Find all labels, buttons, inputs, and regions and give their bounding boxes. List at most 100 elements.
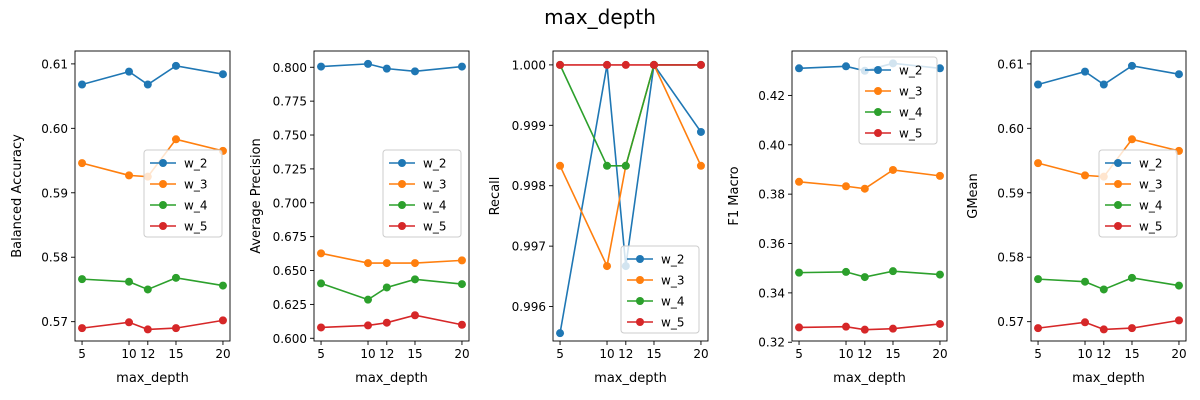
y-tick-label: 0.700 <box>273 196 307 210</box>
x-tick-label: 10 <box>1077 347 1092 361</box>
data-point-w_5 <box>125 318 134 327</box>
data-point-w_5 <box>382 318 391 327</box>
y-axis-label: Average Precision <box>249 138 264 254</box>
legend-marker-w_4 <box>1114 201 1122 209</box>
x-tick-label: 20 <box>215 347 230 361</box>
x-tick-label: 20 <box>454 347 469 361</box>
data-point-w_5 <box>556 60 565 69</box>
data-point-w_5 <box>888 324 897 333</box>
data-point-w_3 <box>382 259 391 268</box>
data-point-w_5 <box>1034 324 1043 333</box>
legend: w_2 w_3 w_4 w_5 <box>382 149 462 238</box>
data-point-w_5 <box>649 60 658 69</box>
subplot-3: 5 10 12 15 20 0.996 0.997 0.998 0.999 1.000 max_de… <box>488 50 709 386</box>
data-point-w_2 <box>1174 70 1183 79</box>
data-point-w_2 <box>556 329 565 338</box>
y-tick-label: 0.59 <box>41 186 68 200</box>
series-line-w_2 <box>321 63 463 73</box>
data-point-w_5 <box>317 323 326 332</box>
legend-label-w_2: w_2 <box>899 64 922 78</box>
data-point-w_2 <box>171 61 180 70</box>
x-tick-label: 5 <box>1034 347 1042 361</box>
x-tick-label: 12 <box>857 347 872 361</box>
series-line-w_4 <box>82 277 224 291</box>
legend-marker-w_2 <box>398 159 406 167</box>
legend-box <box>620 245 700 334</box>
data-point-w_4 <box>795 268 804 277</box>
data-point-w_5 <box>364 321 373 330</box>
y-axis-label: F1 Macro <box>727 166 742 225</box>
data-point-w_5 <box>696 60 705 69</box>
legend-marker-w_5 <box>398 222 406 230</box>
legend-marker-w_4 <box>636 297 644 305</box>
plot-frame <box>74 50 231 342</box>
y-tick-label: 0.40 <box>758 138 785 152</box>
data-point-w_3 <box>860 184 869 193</box>
data-point-w_2 <box>935 64 944 73</box>
y-tick-label: 0.675 <box>273 230 307 244</box>
data-point-w_2 <box>410 67 419 76</box>
x-tick-label: 12 <box>379 347 394 361</box>
data-point-w_5 <box>1081 318 1090 327</box>
y-tick-label: 0.42 <box>758 89 785 103</box>
data-point-w_3 <box>795 177 804 186</box>
data-point-w_4 <box>125 277 134 286</box>
data-point-w_4 <box>364 295 373 304</box>
legend-box <box>382 149 462 238</box>
legend-label-w_4: w_4 <box>661 295 684 309</box>
y-tick-label: 1.000 <box>512 58 546 72</box>
y-tick-label: 0.800 <box>273 61 307 75</box>
subplot-4: 5 10 12 15 20 0.32 0.34 0.36 0.38 0.40 0.42 max_dep… <box>727 50 948 386</box>
data-point-w_4 <box>410 275 419 284</box>
x-tick-label: 10 <box>599 347 614 361</box>
legend-label-w_3: w_3 <box>1139 178 1162 192</box>
series-line-w_5 <box>799 323 941 331</box>
data-point-w_4 <box>888 267 897 276</box>
data-point-w_4 <box>1127 273 1136 282</box>
data-point-w_3 <box>556 161 565 170</box>
data-point-w_3 <box>842 182 851 191</box>
data-point-w_5 <box>795 323 804 332</box>
y-tick-label: 0.60 <box>41 122 68 136</box>
data-point-w_3 <box>78 159 87 168</box>
data-point-w_2 <box>457 62 466 71</box>
data-point-w_4 <box>1174 281 1183 290</box>
y-tick-label: 0.60 <box>997 122 1024 136</box>
data-point-w_4 <box>935 270 944 279</box>
y-tick-label: 0.61 <box>997 57 1024 71</box>
data-point-w_5 <box>218 316 227 325</box>
y-tick-label: 0.999 <box>512 119 546 133</box>
y-tick-label: 0.58 <box>41 251 68 265</box>
legend-label-w_3: w_3 <box>661 274 684 288</box>
y-tick-label: 0.34 <box>758 286 785 300</box>
y-tick-label: 0.998 <box>512 179 546 193</box>
y-tick-label: 0.725 <box>273 162 307 176</box>
legend-marker-w_3 <box>636 276 644 284</box>
x-tick-label: 15 <box>646 347 661 361</box>
series-line-w_4 <box>1038 277 1180 291</box>
data-point-w_2 <box>1034 80 1043 89</box>
x-tick-label: 10 <box>121 347 136 361</box>
data-point-w_4 <box>1099 285 1108 294</box>
subplot-5: 5 10 12 15 20 0.57 0.58 0.59 0.60 0.61 max_depth GM… <box>966 50 1187 386</box>
data-point-w_5 <box>457 320 466 329</box>
data-point-w_4 <box>382 283 391 292</box>
legend-label-w_3: w_3 <box>184 178 207 192</box>
legend-label-w_5: w_5 <box>899 127 922 141</box>
data-point-w_3 <box>603 262 612 271</box>
y-tick-label: 0.600 <box>273 332 307 346</box>
data-point-w_5 <box>1127 324 1136 333</box>
legend-label-w_5: w_5 <box>1139 220 1162 234</box>
x-tick-label: 10 <box>360 347 375 361</box>
y-axis-label: Recall <box>488 177 503 216</box>
legend-marker-w_2 <box>636 255 644 263</box>
legend: w_2 w_3 w_4 w_5 <box>1098 149 1178 238</box>
data-point-w_2 <box>1127 61 1136 70</box>
subplot-2: 5 10 12 15 20 0.600 0.625 0.650 0.675 0.700 0.725 0… <box>249 50 470 386</box>
legend-marker-w_5 <box>636 318 644 326</box>
data-point-w_5 <box>842 322 851 331</box>
legend-label-w_5: w_5 <box>661 316 684 330</box>
data-point-w_2 <box>317 62 326 71</box>
series-line-w_2 <box>81 64 224 86</box>
